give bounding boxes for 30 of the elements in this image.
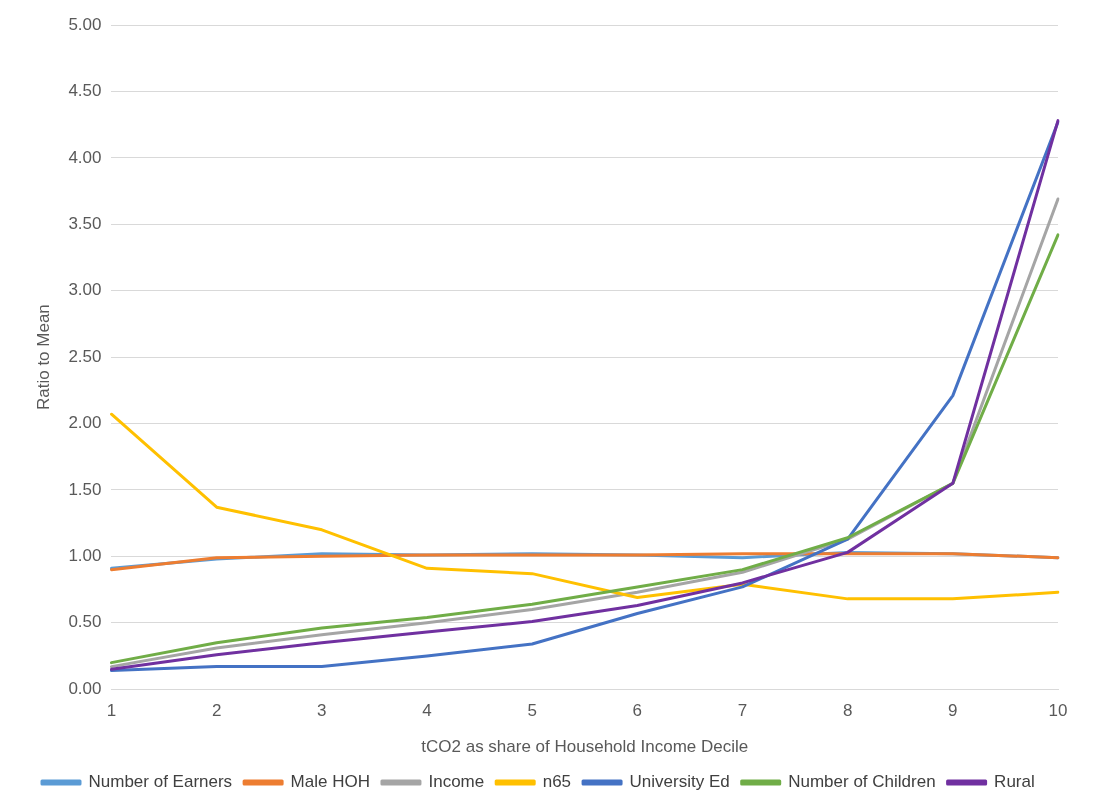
x-tick-label: 8 <box>842 701 853 721</box>
x-tick-label: 4 <box>422 701 432 721</box>
y-axis-title: Ratio to Mean <box>33 304 53 411</box>
legend-label: Number of Children <box>788 772 936 792</box>
x-tick-label: 3 <box>317 701 327 721</box>
x-tick-label: 2 <box>211 701 222 721</box>
x-tick-label: 7 <box>737 701 748 721</box>
x-tick-label: 5 <box>527 701 537 721</box>
legend-label: Male HOH <box>290 772 370 792</box>
legend-label: Rural <box>994 772 1035 792</box>
legend-label: Income <box>428 772 485 792</box>
y-tick-label: 4.50 <box>68 81 102 101</box>
x-tick-label: 6 <box>632 701 643 721</box>
y-tick-label: 2.00 <box>68 413 102 433</box>
y-tick-label: 4.00 <box>68 147 102 167</box>
y-tick-label: 0.00 <box>68 678 102 698</box>
legend-label: Number of Earners <box>88 772 233 792</box>
y-tick-label: 1.50 <box>68 479 102 499</box>
x-tick-label: 9 <box>948 701 958 721</box>
x-tick-label: 1 <box>106 701 117 721</box>
y-tick-label: 2.50 <box>68 346 102 366</box>
y-tick-label: 3.50 <box>68 213 102 233</box>
y-tick-label: 0.50 <box>68 612 102 632</box>
x-axis-title: tCO2 as share of Household Income Decile <box>421 737 749 757</box>
y-tick-label: 5.00 <box>68 14 102 34</box>
legend-label: n65 <box>542 772 572 792</box>
y-tick-label: 1.00 <box>68 546 102 566</box>
y-tick-label: 3.00 <box>68 280 102 300</box>
x-tick-label: 10 <box>1048 701 1068 721</box>
legend-label: University Ed <box>629 772 730 792</box>
